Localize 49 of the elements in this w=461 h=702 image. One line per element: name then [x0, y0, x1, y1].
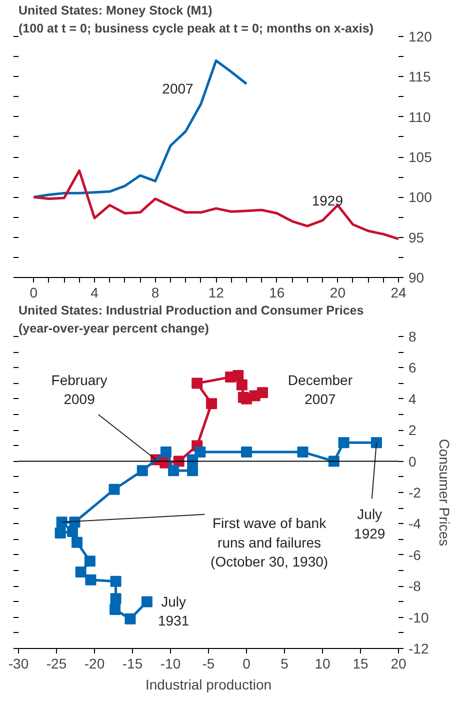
- y-tick-label: 110: [408, 108, 432, 125]
- y-tick-label: 100: [408, 189, 432, 206]
- chart-subtitle: (100 at t = 0; business cycle peak at t = 0; months on x-axis): [18, 22, 374, 36]
- y-tick-label: 95: [408, 229, 424, 246]
- series-label: 2007: [162, 80, 194, 97]
- y-tick-label: 2: [408, 422, 416, 438]
- x-tick-label: 16: [269, 284, 285, 300]
- y-tick-label: 0: [408, 453, 416, 470]
- y-tick-label: -8: [408, 578, 422, 594]
- y-tick-label: 8: [408, 328, 416, 344]
- y-tick-label: 6: [408, 360, 416, 376]
- y-tick-label: -2: [408, 484, 422, 500]
- y-tick-label: -12: [408, 640, 429, 656]
- x-tick-label: -5: [202, 656, 215, 672]
- chart-title: United States: Money Stock (M1): [18, 4, 212, 18]
- x-tick-label: 12: [208, 284, 224, 300]
- y-tick-label: 4: [408, 390, 416, 407]
- y-tick-label: -6: [408, 546, 422, 563]
- chart-title: United States: Industrial Production and Consumer Prices: [18, 304, 364, 318]
- annotation: February 2009: [51, 372, 108, 408]
- series-label: 1929: [312, 192, 344, 208]
- x-tick-label: 10: [314, 656, 330, 672]
- annotation: First wave of bank runs and failures (October 30, 1930): [210, 515, 328, 570]
- y-tick-label: 115: [408, 68, 432, 85]
- x-tick-label: 24: [390, 284, 406, 300]
- chart-subtitle: (year-over-year percent change): [18, 322, 209, 336]
- y-tick-label: -10: [408, 609, 429, 626]
- x-tick-label: -20: [84, 656, 105, 672]
- annotation: December 2007: [288, 372, 353, 408]
- annotation: July 1931: [158, 593, 190, 629]
- x-tick-label: -25: [46, 656, 67, 672]
- x-tick-label: -15: [122, 656, 143, 672]
- annotation: July 1929: [354, 506, 386, 542]
- y-tick-label: -4: [408, 516, 422, 532]
- y-tick-label: 105: [408, 149, 432, 165]
- x-tick-label: 20: [330, 284, 346, 300]
- x-tick-label: 8: [151, 284, 160, 300]
- x-tick-label: -30: [8, 656, 29, 672]
- y-tick-label: 90: [408, 270, 424, 286]
- y-axis-title: Consumer Prices: [436, 438, 453, 546]
- x-tick-label: 0: [242, 656, 251, 672]
- x-tick-label: 0: [30, 284, 38, 300]
- x-tick-label: -10: [160, 656, 181, 672]
- x-axis-title: Industrial production: [145, 676, 272, 692]
- x-tick-label: 5: [280, 656, 289, 672]
- x-tick-label: 4: [90, 284, 99, 300]
- y-tick-label: 120: [408, 28, 432, 44]
- x-tick-label: 15: [352, 656, 368, 672]
- x-tick-label: 20: [390, 656, 406, 672]
